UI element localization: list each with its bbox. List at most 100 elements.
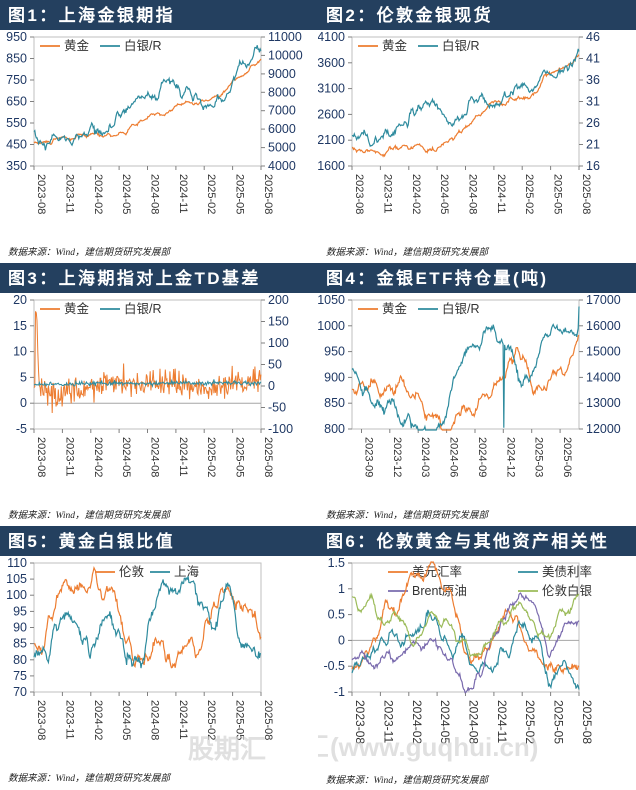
svg-text:0: 0 [338, 633, 345, 647]
svg-text:2023-08: 2023-08 [35, 174, 47, 214]
svg-text:2025-08: 2025-08 [580, 700, 594, 744]
svg-text:数据来源：Wind，建信期货研究发展部: 数据来源：Wind，建信期货研究发展部 [326, 509, 490, 521]
svg-text:黄金: 黄金 [382, 38, 408, 53]
svg-text:15000: 15000 [586, 345, 621, 359]
svg-text:2025-02: 2025-02 [523, 174, 535, 214]
svg-text:2023-11: 2023-11 [381, 174, 393, 214]
svg-text:36: 36 [586, 73, 600, 87]
svg-text:图5：黄金白银比值: 图5：黄金白银比值 [8, 531, 175, 551]
svg-text:美债利率: 美债利率 [542, 564, 592, 579]
svg-text:2023-08: 2023-08 [35, 437, 47, 477]
svg-text:110: 110 [7, 556, 27, 570]
svg-text:31: 31 [586, 95, 600, 109]
svg-text:900: 900 [324, 370, 345, 384]
svg-text:2025-08: 2025-08 [262, 437, 274, 477]
svg-text:2025-02: 2025-02 [205, 174, 217, 214]
svg-text:14000: 14000 [586, 370, 621, 384]
svg-text:图1：上海金银期指: 图1：上海金银期指 [8, 5, 175, 25]
svg-text:2025-06: 2025-06 [561, 437, 573, 477]
svg-text:-100: -100 [268, 422, 293, 436]
svg-text:2600: 2600 [318, 107, 345, 121]
svg-text:2024-09: 2024-09 [476, 437, 488, 477]
svg-text:5: 5 [20, 370, 27, 384]
svg-text:图2：伦敦金银现货: 图2：伦敦金银现货 [326, 5, 493, 25]
svg-text:1050: 1050 [318, 293, 345, 307]
svg-text:数据来源：Wind，建信期货研究发展部: 数据来源：Wind，建信期货研究发展部 [326, 246, 490, 258]
svg-text:2025-02: 2025-02 [205, 437, 217, 477]
svg-text:2100: 2100 [318, 133, 345, 147]
svg-text:1: 1 [338, 582, 345, 596]
svg-text:850: 850 [6, 52, 27, 66]
svg-text:3600: 3600 [318, 56, 345, 70]
svg-text:650: 650 [6, 95, 27, 109]
svg-text:Brent原油: Brent原油 [412, 584, 467, 598]
svg-text:2024-05: 2024-05 [120, 437, 132, 477]
svg-text:9000: 9000 [268, 67, 296, 81]
svg-text:1000: 1000 [318, 319, 345, 333]
svg-text:2023-12: 2023-12 [391, 437, 403, 477]
svg-text:2024-11: 2024-11 [177, 437, 189, 477]
svg-text:图6：伦敦黄金与其他资产相关性: 图6：伦敦黄金与其他资产相关性 [326, 531, 609, 551]
svg-text:16000: 16000 [586, 319, 621, 333]
svg-text:2024-08: 2024-08 [467, 174, 479, 214]
svg-text:图4：金银ETF持仓量(吨): 图4：金银ETF持仓量(吨) [326, 268, 548, 288]
svg-text:2024-02: 2024-02 [410, 174, 422, 214]
svg-text:350: 350 [6, 159, 27, 173]
svg-text:2025-05: 2025-05 [234, 437, 246, 477]
svg-text:1.5: 1.5 [328, 556, 345, 570]
svg-text:-5: -5 [16, 422, 27, 436]
svg-text:2025-08: 2025-08 [580, 174, 592, 214]
svg-text:750: 750 [6, 73, 27, 87]
svg-text:2023-11: 2023-11 [63, 174, 75, 214]
svg-text:46: 46 [586, 30, 600, 44]
svg-text:450: 450 [6, 138, 27, 152]
svg-text:2025-05: 2025-05 [552, 174, 564, 214]
svg-text:2023-11: 2023-11 [63, 437, 75, 477]
svg-text:上海: 上海 [174, 564, 200, 579]
svg-text:白银/R: 白银/R [442, 301, 480, 316]
svg-text:16: 16 [586, 159, 600, 173]
svg-text:7000: 7000 [268, 104, 296, 118]
svg-text:10: 10 [13, 345, 27, 359]
svg-text:2024-02: 2024-02 [92, 174, 104, 214]
svg-text:2024-06: 2024-06 [448, 437, 460, 477]
svg-text:白银/R: 白银/R [442, 38, 480, 53]
svg-text:85: 85 [13, 637, 27, 651]
svg-text:90: 90 [13, 621, 27, 635]
svg-text:数据来源：Wind，建信期货研究发展部: 数据来源：Wind，建信期货研究发展部 [326, 774, 490, 786]
svg-text:1600: 1600 [318, 159, 345, 173]
svg-text:6000: 6000 [268, 122, 296, 136]
svg-text:105: 105 [6, 572, 27, 586]
svg-text:2024-05: 2024-05 [120, 174, 132, 214]
svg-text:4100: 4100 [318, 30, 345, 44]
svg-text:白银/R: 白银/R [124, 301, 162, 316]
svg-text:2025-08: 2025-08 [262, 174, 274, 214]
svg-text:13000: 13000 [586, 396, 621, 410]
svg-text:950: 950 [324, 345, 345, 359]
svg-text:80: 80 [13, 653, 27, 667]
svg-text:20: 20 [13, 293, 27, 307]
svg-text:2024-11: 2024-11 [495, 174, 507, 214]
svg-text:4000: 4000 [268, 159, 296, 173]
svg-text:550: 550 [6, 116, 27, 130]
svg-text:黄金: 黄金 [382, 301, 408, 316]
svg-text:17000: 17000 [586, 293, 621, 307]
svg-text:匚(www.guqhui.cn): 匚(www.guqhui.cn) [318, 732, 538, 762]
svg-text:2023-08: 2023-08 [35, 700, 47, 740]
svg-text:850: 850 [324, 396, 345, 410]
svg-text:数据来源：Wind，建信期货研究发展部: 数据来源：Wind，建信期货研究发展部 [8, 772, 172, 784]
svg-text:2024-08: 2024-08 [149, 174, 161, 214]
svg-text:2024-03: 2024-03 [419, 437, 431, 477]
svg-text:数据来源：Wind，建信期货研究发展部: 数据来源：Wind，建信期货研究发展部 [8, 509, 172, 521]
svg-text:150: 150 [268, 315, 289, 329]
svg-text:70: 70 [13, 685, 27, 699]
svg-text:图3：上海期指对上金TD基差: 图3：上海期指对上金TD基差 [8, 268, 261, 288]
svg-text:2024-08: 2024-08 [149, 700, 161, 740]
svg-text:股期汇: 股期汇 [188, 734, 266, 764]
svg-text:50: 50 [268, 358, 282, 372]
svg-text:白银/R: 白银/R [124, 38, 162, 53]
svg-text:10000: 10000 [268, 48, 303, 62]
svg-text:0: 0 [268, 379, 275, 393]
svg-text:2024-08: 2024-08 [149, 437, 161, 477]
svg-text:黄金: 黄金 [64, 38, 90, 53]
